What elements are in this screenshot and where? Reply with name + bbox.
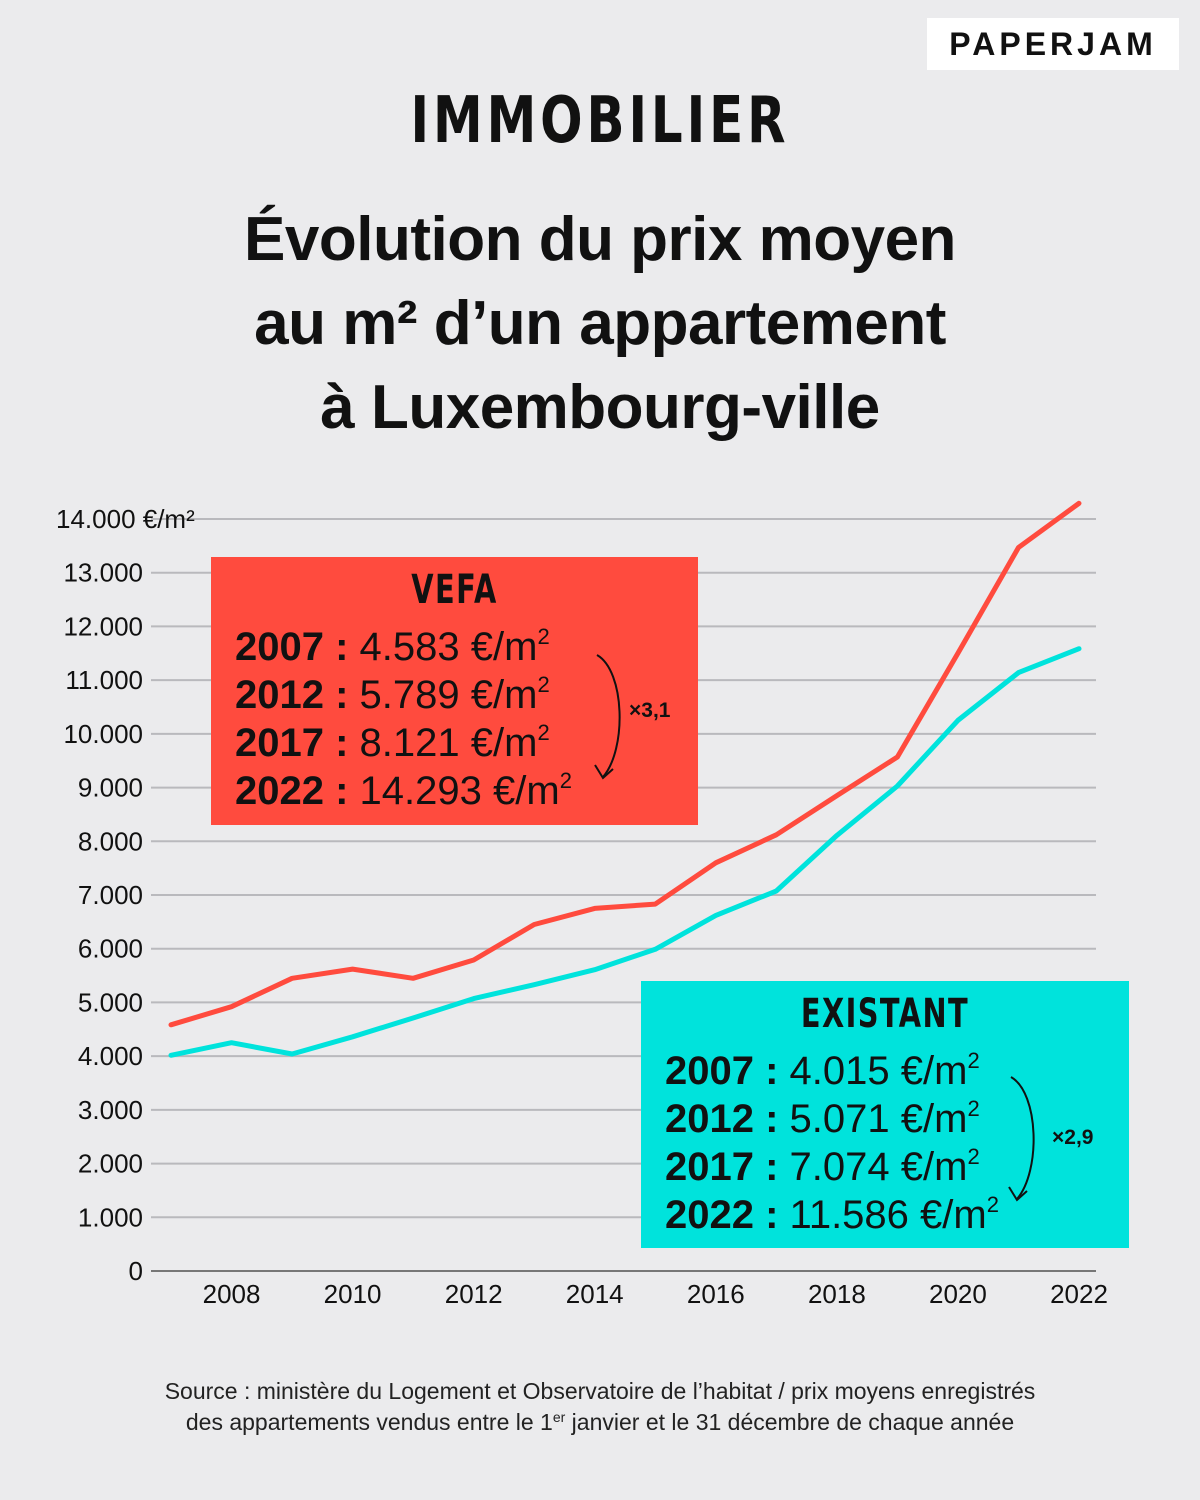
y-tick-label: 13.000 — [63, 558, 143, 588]
y-tick-label: 8.000 — [78, 826, 143, 856]
x-tick-label: 2020 — [929, 1279, 987, 1309]
vefa-callout-title: VEFA — [411, 567, 498, 613]
existant-row-2017: 2017 : 7.074 €/m2 — [665, 1144, 980, 1189]
title-line-1: Évolution du prix moyen — [244, 205, 956, 274]
vefa-row-2007: 2007 : 4.583 €/m2 — [235, 624, 550, 669]
source-line-1: Source : ministère du Logement et Observ… — [164, 1378, 1036, 1404]
series-lines — [168, 500, 1082, 1058]
existant-multiplier: ×2,9 — [1052, 1126, 1094, 1149]
title-line-3: à Luxembourg-ville — [320, 373, 880, 442]
x-tick-label: 2008 — [203, 1279, 261, 1309]
curved-arrow-icon — [594, 654, 621, 780]
y-tick-label: 0 — [129, 1256, 143, 1286]
x-tick-label: 2018 — [808, 1279, 866, 1309]
series-line-vefa — [168, 500, 1082, 1028]
existant-row-2012: 2012 : 5.071 €/m2 — [665, 1096, 980, 1141]
vefa-callout: VEFA 2007 : 4.583 €/m2 2012 : 5.789 €/m2… — [211, 557, 698, 825]
x-tick-label: 2016 — [687, 1279, 745, 1309]
y-tick-label: 11.000 — [65, 665, 143, 695]
x-tick-label: 2012 — [445, 1279, 503, 1309]
x-tick-label: 2014 — [566, 1279, 624, 1309]
curved-arrow-icon — [1008, 1076, 1035, 1202]
existant-row-2022: 2022 : 11.586 €/m2 — [665, 1192, 999, 1237]
vefa-row-2012: 2012 : 5.789 €/m2 — [235, 672, 550, 717]
title-line-2: au m² d’un appartement — [254, 289, 946, 358]
vefa-row-2022: 2022 : 14.293 €/m2 — [235, 768, 572, 813]
y-tick-label: 6.000 — [78, 934, 143, 964]
series-line-existant — [168, 646, 1082, 1058]
y-tick-label: 14.000 €/m² — [56, 504, 195, 534]
y-tick-label: 7.000 — [78, 880, 143, 910]
y-tick-label: 5.000 — [78, 987, 143, 1017]
brand-logo: PAPERJAM — [927, 18, 1179, 70]
chart-title: Évolution du prix moyen au m² d’un appar… — [100, 198, 1100, 450]
y-tick-label: 10.000 — [63, 719, 143, 749]
x-tick-labels: 2008 2010 2012 2014 2016 2018 2020 2022 — [203, 1279, 1108, 1309]
y-tick-label: 2.000 — [78, 1149, 143, 1179]
x-tick-label: 2010 — [324, 1279, 382, 1309]
source-line-2: des appartements vendus entre le 1er jan… — [185, 1409, 1015, 1435]
existant-row-2007: 2007 : 4.015 €/m2 — [665, 1048, 980, 1093]
kicker: IMMOBILIER — [410, 84, 790, 158]
y-tick-labels: 0 1.000 2.000 3.000 4.000 5.000 6.000 7.000 8.00… — [56, 504, 195, 1286]
existant-callout-title: EXISTANT — [800, 991, 970, 1037]
y-tick-label: 3.000 — [78, 1095, 143, 1125]
y-tick-label: 4.000 — [78, 1041, 143, 1071]
x-tick-label: 2022 — [1050, 1279, 1108, 1309]
existant-callout: EXISTANT 2007 : 4.015 €/m2 2012 : 5.071 … — [641, 981, 1129, 1248]
y-tick-label: 9.000 — [78, 773, 143, 803]
vefa-multiplier: ×3,1 — [629, 699, 671, 722]
y-tick-label: 12.000 — [63, 611, 143, 641]
vefa-row-2017: 2017 : 8.121 €/m2 — [235, 720, 550, 765]
source-note: Source : ministère du Logement et Observ… — [0, 1376, 1200, 1438]
y-tick-label: 1.000 — [78, 1202, 143, 1232]
